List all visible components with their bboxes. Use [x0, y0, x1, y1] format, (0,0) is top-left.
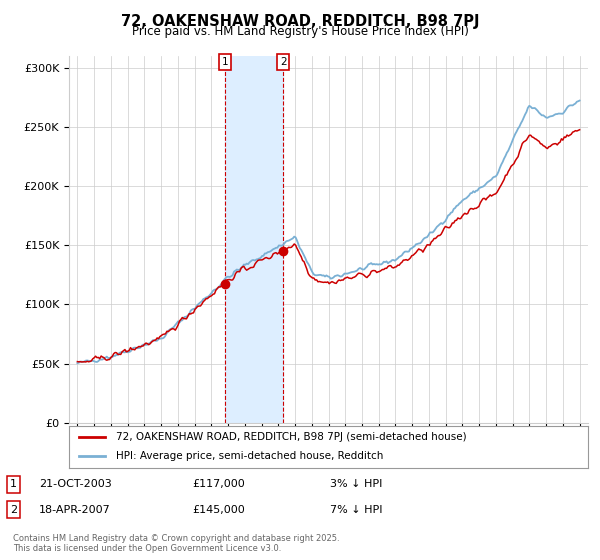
Text: 2: 2: [280, 57, 287, 67]
Bar: [225, 56, 283, 423]
Text: £117,000: £117,000: [192, 479, 245, 489]
Text: Price paid vs. HM Land Registry's House Price Index (HPI): Price paid vs. HM Land Registry's House …: [131, 25, 469, 38]
Text: Contains HM Land Registry data © Crown copyright and database right 2025.
This d: Contains HM Land Registry data © Crown c…: [13, 534, 340, 553]
Text: 7% ↓ HPI: 7% ↓ HPI: [330, 505, 383, 515]
Text: 1: 1: [10, 479, 17, 489]
Text: 1: 1: [221, 57, 228, 67]
Text: 3% ↓ HPI: 3% ↓ HPI: [330, 479, 382, 489]
Text: 18-APR-2007: 18-APR-2007: [39, 505, 111, 515]
Text: 2: 2: [10, 505, 17, 515]
Text: 21-OCT-2003: 21-OCT-2003: [39, 479, 112, 489]
Text: 72, OAKENSHAW ROAD, REDDITCH, B98 7PJ (semi-detached house): 72, OAKENSHAW ROAD, REDDITCH, B98 7PJ (s…: [116, 432, 466, 442]
Text: 72, OAKENSHAW ROAD, REDDITCH, B98 7PJ: 72, OAKENSHAW ROAD, REDDITCH, B98 7PJ: [121, 14, 479, 29]
Text: HPI: Average price, semi-detached house, Redditch: HPI: Average price, semi-detached house,…: [116, 451, 383, 461]
Text: £145,000: £145,000: [192, 505, 245, 515]
